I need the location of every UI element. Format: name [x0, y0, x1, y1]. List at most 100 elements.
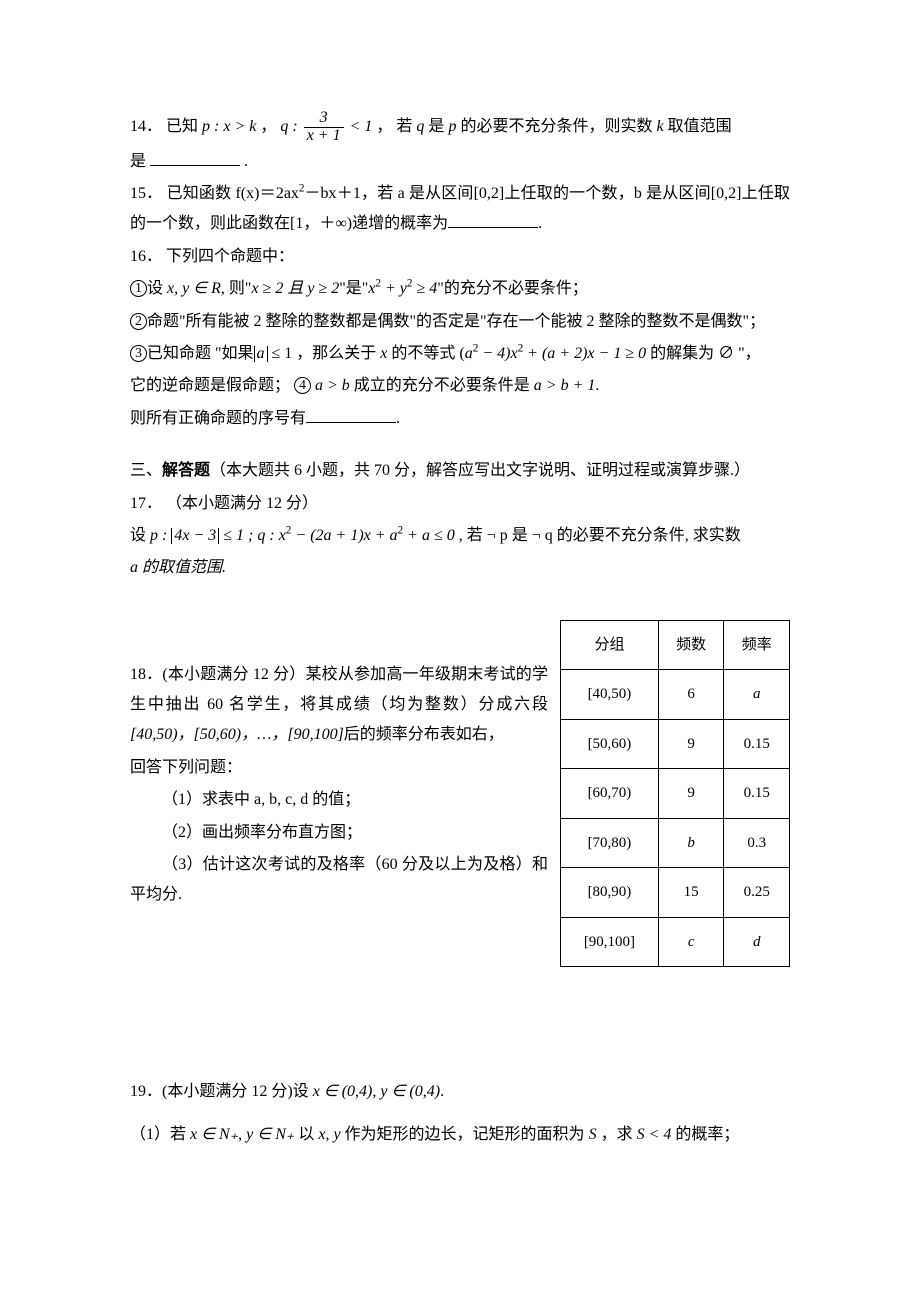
s3b: ≤ 1 ，那么关于 — [268, 345, 381, 362]
circled-3: 3 — [130, 345, 147, 362]
q19-p1e: 以 — [294, 1126, 318, 1143]
table-header-row: 分组 频数 频率 — [561, 620, 790, 670]
q19-p1d: y ∈ N₊ — [246, 1126, 294, 1143]
q17-tail: , 若 ¬ p 是 ¬ q 的必要不充分条件, 求实数 — [459, 527, 741, 544]
q19-p1g: 作为矩形的边长，记矩形的面积为 — [341, 1126, 589, 1143]
q18-num: 18． — [130, 666, 162, 683]
q19-set: x ∈ (0,4), y ∈ (0,4) — [313, 1083, 440, 1100]
q16-tail-t: 则所有正确命题的序号有 — [130, 410, 306, 427]
table-row: [60,70) 9 0.15 — [561, 769, 790, 819]
spacer-2 — [130, 967, 790, 1077]
q16-title: 下列四个命题中： — [166, 248, 294, 265]
spacer-above-18b — [130, 640, 548, 660]
spacer-3 — [130, 1110, 790, 1120]
q18-zone: 18．(本小题满分 12 分）某校从参加高一年级期末考试的学生中抽出 60 名学… — [130, 620, 790, 968]
q19-p1s: S — [589, 1126, 597, 1143]
spacer-above-18 — [130, 620, 548, 640]
s1g: + y — [381, 280, 407, 297]
cell-group: [40,50) — [561, 670, 659, 720]
q16-s3: 3已知命题 "如果a ≤ 1 ，那么关于 x 的不等式 (a2 − 4)x2 +… — [130, 339, 790, 369]
cell-prob: 0.15 — [724, 769, 790, 819]
q18-p1: （1）求表中 a, b, c, d 的值； — [130, 785, 548, 815]
s4d: . — [595, 377, 599, 394]
q19-head: 19．(本小题满分 12 分)设 x ∈ (0,4), y ∈ (0,4). — [130, 1077, 790, 1107]
table-row: [50,60) 9 0.15 — [561, 719, 790, 769]
q14-comma: ， — [260, 118, 280, 135]
s3a: 已知命题 "如果 — [147, 345, 254, 362]
s1i: "的充分不必要条件； — [437, 280, 588, 297]
q17-mid: − (2a + 1)x + a — [291, 527, 397, 544]
q14-l2b: . — [244, 153, 248, 170]
q14-qprefix: q : — [280, 118, 301, 135]
q18-l2: 回答下列问题： — [130, 753, 548, 783]
s3c: 的不等式 ( — [387, 345, 464, 362]
cell-prob: a — [724, 670, 790, 720]
q18-p2: （2）画出频率分布直方图； — [130, 818, 548, 848]
q14-number: 14． — [130, 118, 162, 135]
q15-number: 15． — [130, 185, 162, 202]
q19-p1c: , — [238, 1126, 246, 1143]
q14-p: p : x > k — [202, 118, 256, 135]
q19-period: . — [440, 1083, 444, 1100]
s4c: a > b + 1 — [534, 377, 596, 394]
q16-s3b-line: 它的逆命题是假命题； 4 a > b 成立的充分不必要条件是 a > b + 1… — [130, 371, 790, 401]
cell-group: [90,100] — [561, 917, 659, 967]
th-prob: 频率 — [724, 620, 790, 670]
th-freq: 频数 — [658, 620, 724, 670]
s4b: 成立的充分不必要条件是 — [350, 377, 534, 394]
q14-lt: < 1 — [350, 118, 373, 135]
table-row: [70,80) b 0.3 — [561, 818, 790, 868]
th-group: 分组 — [561, 620, 659, 670]
cell-group: [80,90) — [561, 868, 659, 918]
q14-d: 的必要不充分条件，则实数 — [460, 118, 656, 135]
cell-prob: 0.15 — [724, 719, 790, 769]
s1e: "是" — [339, 280, 368, 297]
q19-p1h: ，求 — [597, 1126, 637, 1143]
table-row: [40,50) 6 a — [561, 670, 790, 720]
s1b: x, y ∈ R — [167, 280, 221, 297]
q15-a: 已知函数 f(x)＝2ax — [167, 185, 299, 202]
q16-tailp: . — [396, 410, 400, 427]
q18-table: 分组 频数 频率 [40,50) 6 a [50,60) 9 0.15 [60,… — [560, 620, 790, 968]
q14-pvar: p — [448, 118, 456, 135]
q15-p: . — [538, 215, 542, 232]
q14-frac: 3 x + 1 — [304, 110, 344, 145]
q18-headt: (本小题满分 12 分）某校从参加高一年级期末考试的学生中抽出 60 名学生，将… — [130, 666, 548, 713]
q18-p3: （3）估计这次考试的及格率（60 分及以上为及格）和平均分. — [130, 850, 548, 911]
s3e: − 4) — [478, 345, 510, 362]
circled-1: 1 — [130, 280, 147, 297]
s1h: ≥ 4 — [413, 280, 438, 297]
q14-b: ， 若 — [376, 118, 416, 135]
q14-blank — [150, 150, 240, 165]
q14-frac-den: x + 1 — [304, 128, 344, 145]
section-3-title: 三、解答题（本大题共 6 小题，共 70 分，解答应写出文字说明、证明过程或演算… — [130, 456, 790, 486]
q17-body: 设 p : 4x − 3 ≤ 1 ; q : x2 − (2a + 1)x + … — [130, 521, 790, 551]
q17-line2: a 的取值范围. — [130, 553, 790, 583]
sec3-title: 解答题 — [162, 462, 210, 479]
q14-c: 是 — [428, 118, 448, 135]
q17-headt: （本小题满分 12 分） — [166, 495, 318, 512]
cell-freq: 9 — [658, 719, 724, 769]
q16-s1: 1设 x, y ∈ R, 则"x ≥ 2 且 y ≥ 2"是"x2 + y2 ≥… — [130, 274, 790, 304]
q19-p1: （1）若 x ∈ N₊, y ∈ N₊ 以 x, y 作为矩形的边长，记矩形的面… — [130, 1120, 790, 1150]
q16-tail: 则所有正确命题的序号有. — [130, 404, 790, 434]
q14-text: 已知 — [166, 118, 202, 135]
q14-l2a: 是 — [130, 153, 146, 170]
q19-p1f: x, y — [318, 1126, 340, 1143]
cell-freq: c — [658, 917, 724, 967]
q19-p1a: （1）若 — [130, 1126, 190, 1143]
q17-le1: ≤ 1 ; — [223, 527, 257, 544]
q19-num: 19． — [130, 1083, 162, 1100]
s3i: + 2) — [555, 345, 587, 362]
cell-group: [50,60) — [561, 719, 659, 769]
q17-p: p : — [150, 527, 167, 544]
q16-num: 16． — [130, 248, 162, 265]
s3d: a — [465, 345, 473, 362]
cell-prob: d — [724, 917, 790, 967]
q15-blank — [448, 213, 538, 228]
s1d: x ≥ 2 且 y ≥ 2 — [251, 280, 339, 297]
q14-e: 取值范围 — [668, 118, 732, 135]
q18-text: 18．(本小题满分 12 分）某校从参加高一年级期末考试的学生中抽出 60 名学… — [130, 620, 548, 913]
cell-freq: 9 — [658, 769, 724, 819]
cell-group: [60,70) — [561, 769, 659, 819]
